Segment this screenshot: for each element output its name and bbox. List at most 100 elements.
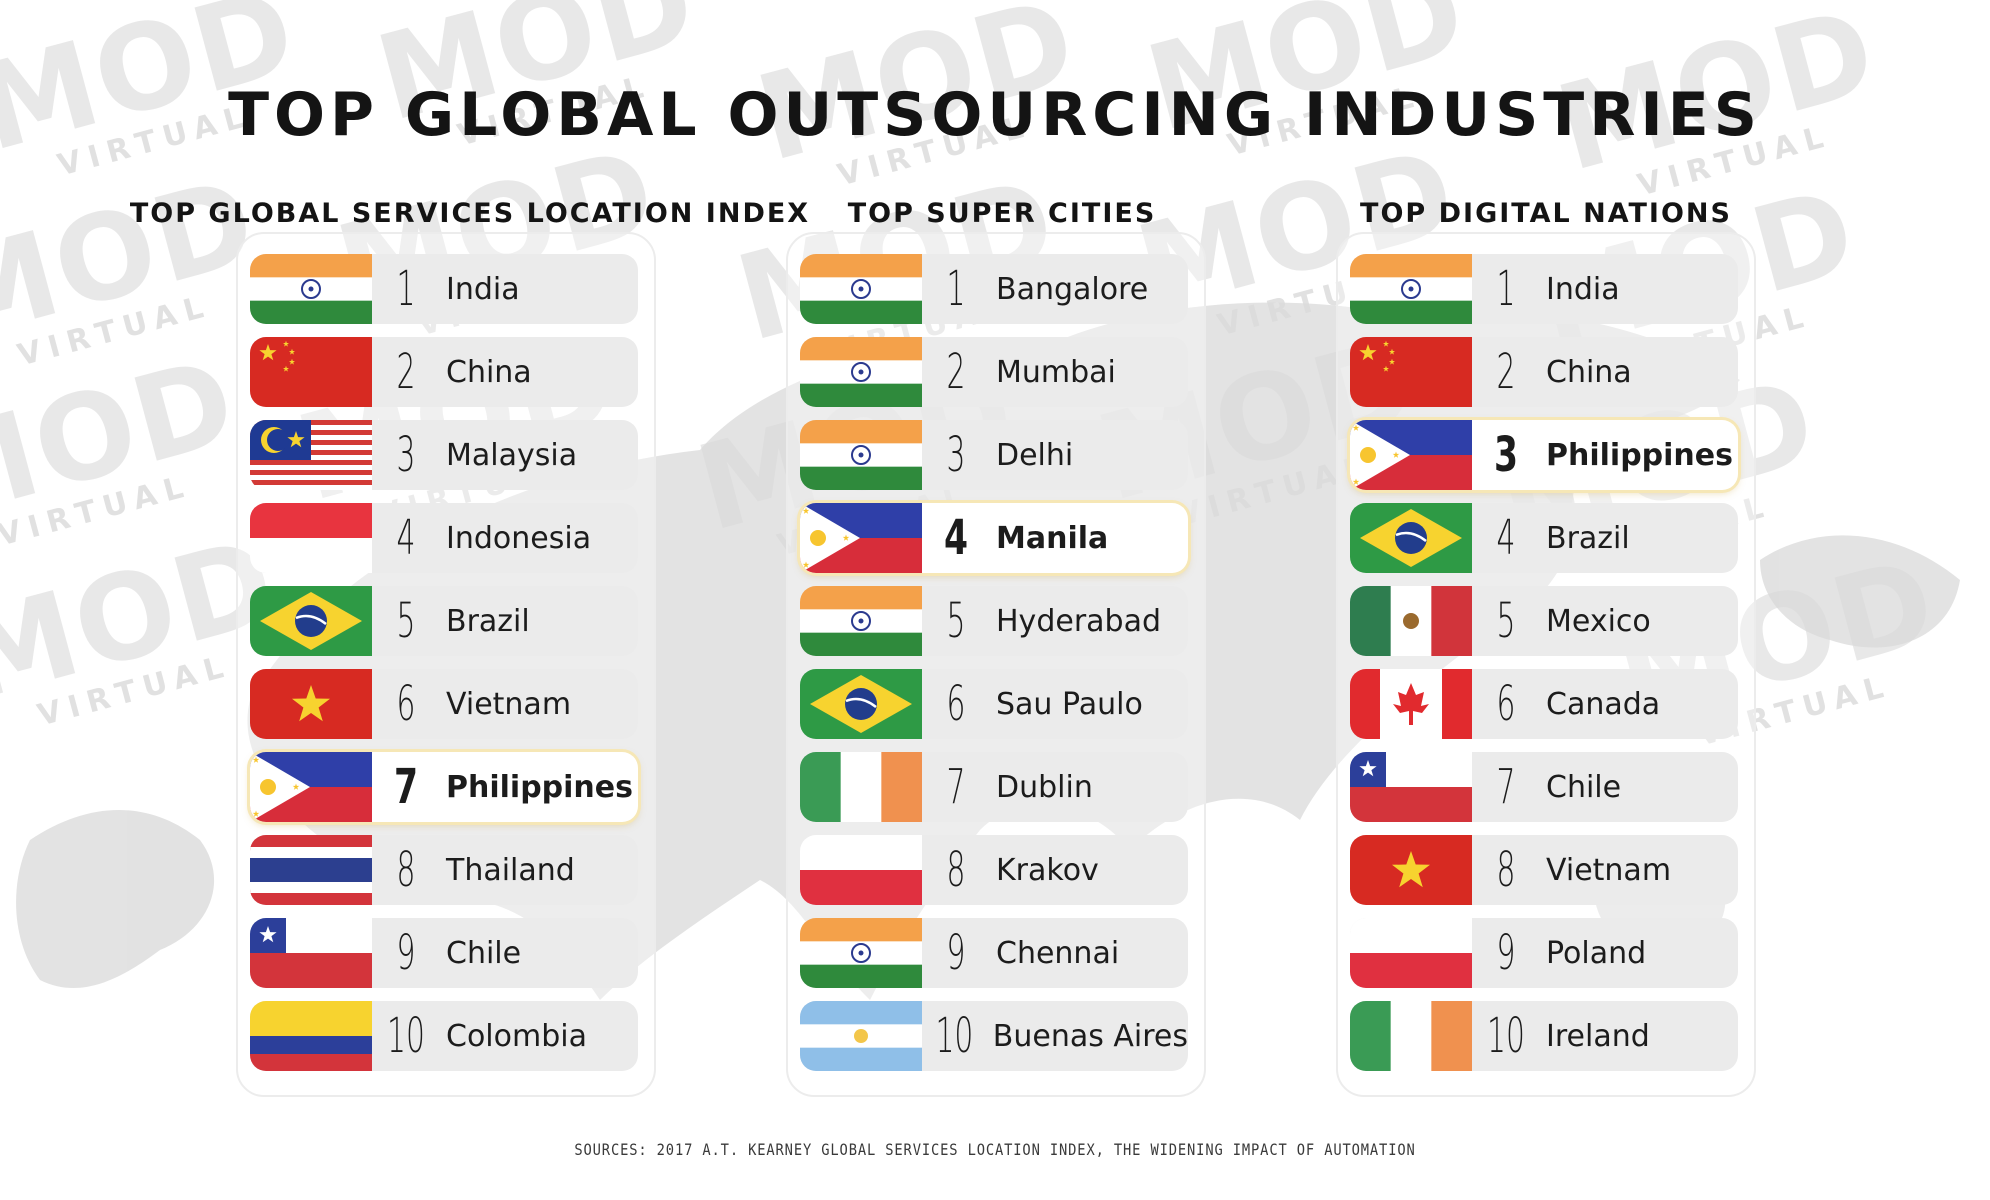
location-name: Delhi [996,437,1074,473]
rank-number: 2 [396,344,416,400]
ranking-row: 1 India [250,254,638,324]
location-name: Vietnam [1546,852,1672,888]
rank-number: 5 [946,593,966,649]
location-name: India [1546,271,1620,307]
mexico-flag [1350,586,1472,656]
rank-number: 8 [396,842,416,898]
ranking-row: 6 Canada [1350,669,1738,739]
column-title: TOP GLOBAL SERVICES LOCATION INDEX [129,198,811,229]
location-name: Chile [446,935,522,971]
ranking-row: 5 Hyderabad [800,586,1188,656]
location-name: Dublin [996,769,1093,805]
location-name: Malaysia [446,437,578,473]
ranking-row: 2 China [1350,337,1738,407]
location-name: Manila [996,520,1109,556]
rank-number: 3 [1493,427,1519,483]
ranking-row: 6 Vietnam [250,669,638,739]
indonesia-flag [250,503,372,573]
ranking-row-highlighted: 3 Philippines [1350,420,1738,490]
location-name: Canada [1546,686,1661,722]
poland-flag [800,835,922,905]
location-name: China [446,354,532,390]
india-flag [800,254,922,324]
rank-number: 9 [1496,925,1516,981]
location-name: Mexico [1546,603,1651,639]
rank-number: 6 [946,676,966,732]
location-name: Brazil [446,603,530,639]
location-name: Hyderabad [996,603,1161,639]
thailand-flag [250,835,372,905]
column-title: TOP SUPER CITIES [847,198,1157,229]
china-flag [1350,337,1472,407]
ranking-row: 9 Poland [1350,918,1738,988]
china-flag [250,337,372,407]
ranking-row-highlighted: 4 Manila [800,503,1188,573]
rank-number: 10 [935,1008,974,1064]
ranking-row: 8 Krakov [800,835,1188,905]
rank-number: 8 [1496,842,1516,898]
location-name: Bangalore [996,271,1149,307]
rank-number: 7 [946,759,966,815]
location-name: Brazil [1546,520,1630,556]
rank-number: 7 [393,759,419,815]
philippines-flag [1350,420,1472,490]
rank-number: 10 [1487,1008,1525,1064]
rank-number: 2 [946,344,966,400]
ranking-row: 5 Mexico [1350,586,1738,656]
malaysia-flag [250,420,372,490]
ranking-row: 4 Indonesia [250,503,638,573]
location-name: Philippines [1546,437,1733,473]
ranking-row: 8 Vietnam [1350,835,1738,905]
ranking-row: 7 Dublin [800,752,1188,822]
india-flag [800,918,922,988]
rank-number: 1 [1496,261,1516,317]
rank-number: 10 [387,1008,425,1064]
ranking-row: 10 Colombia [250,1001,638,1071]
location-name: Chennai [996,935,1120,971]
ranking-row: 3 Delhi [800,420,1188,490]
page-title: TOP GLOBAL OUTSOURCING INDUSTRIES [228,80,1762,150]
ranking-row: 3 Malaysia [250,420,638,490]
ranking-row: 4 Brazil [1350,503,1738,573]
ranking-row: 8 Thailand [250,835,638,905]
ranking-row: 7 Chile [1350,752,1738,822]
india-flag [800,420,922,490]
location-name: Mumbai [996,354,1116,390]
rank-number: 4 [1496,510,1516,566]
rank-number: 9 [946,925,966,981]
location-name: India [446,271,520,307]
location-name: Colombia [446,1018,587,1054]
location-name: Sau Paulo [996,686,1143,722]
rank-number: 5 [1496,593,1516,649]
rank-number: 3 [946,427,966,483]
location-name: Vietnam [446,686,572,722]
rank-number: 2 [1496,344,1516,400]
ranking-row: 5 Brazil [250,586,638,656]
india-flag [250,254,372,324]
location-name: Philippines [446,769,633,805]
ranking-row: 9 Chennai [800,918,1188,988]
rank-number: 5 [396,593,416,649]
ranking-row: 1 Bangalore [800,254,1188,324]
location-name: Krakov [996,852,1099,888]
rank-number: 3 [396,427,416,483]
ranking-row-highlighted: 7 Philippines [250,752,638,822]
location-name: Ireland [1546,1018,1650,1054]
ireland-flag [800,752,922,822]
column-title: TOP DIGITAL NATIONS [1360,198,1732,229]
rank-number: 6 [1496,676,1516,732]
sources-footnote: SOURCES: 2017 A.T. KEARNEY GLOBAL SERVIC… [574,1140,1416,1159]
ranking-row: 1 India [1350,254,1738,324]
rank-number: 4 [396,510,416,566]
brazil-flag [1350,503,1472,573]
philippines-flag [250,752,372,822]
colombia-flag [250,1001,372,1071]
poland-flag [1350,918,1472,988]
vietnam-flag [1350,835,1472,905]
ireland-flag [1350,1001,1472,1071]
ranking-row: 9 Chile [250,918,638,988]
location-name: Buenas Aires [992,1018,1188,1054]
india-flag [1350,254,1472,324]
location-name: Indonesia [446,520,592,556]
